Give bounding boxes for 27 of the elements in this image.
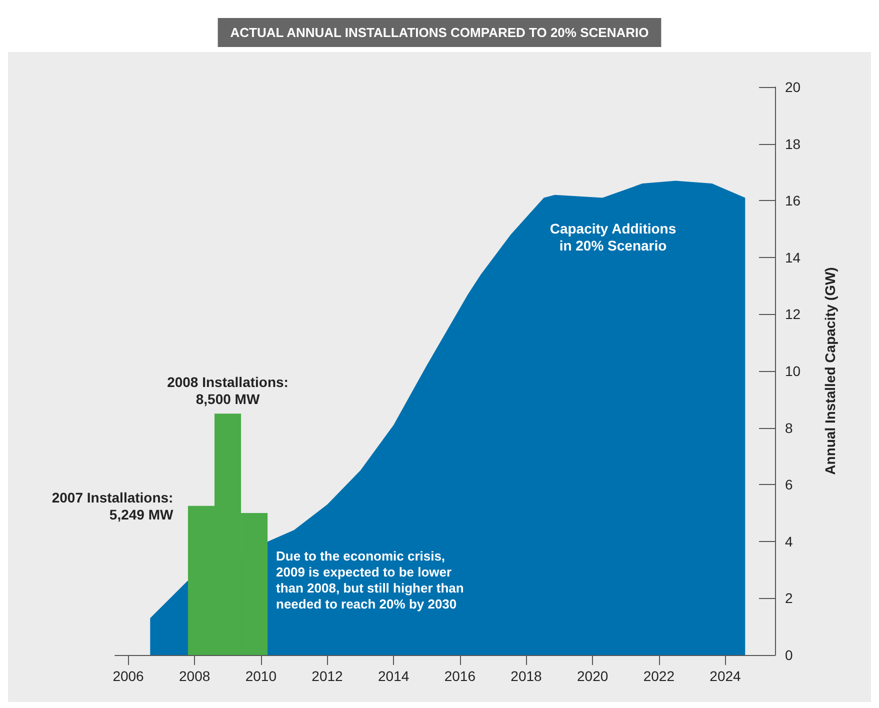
annotation: Due to the economic crisis, 2009 is expected to be lower than 2008, but still higher than needed to reach 20% by 2030 <box>276 548 464 612</box>
y-axis-title: Annual Installed Capacity (GW) <box>822 267 838 475</box>
y-tick-label: 14 <box>785 249 801 266</box>
annotation: 2007 Installations: 5,249 MW <box>52 489 174 522</box>
y-tick-label: 0 <box>785 647 793 663</box>
y-tick-label: 10 <box>785 363 801 379</box>
x-tick-label: 2012 <box>312 668 344 684</box>
x-tick-label: 2014 <box>378 668 410 684</box>
y-tick-label: 2 <box>785 590 793 606</box>
chart-title: ACTUAL ANNUAL INSTALLATIONS COMPARED TO 20% SCENARIO <box>230 25 649 40</box>
annotation: Capacity Additions in 20% Scenario <box>550 220 676 254</box>
x-tick-label: 2010 <box>245 668 277 684</box>
y-tick-label: 4 <box>785 533 793 550</box>
y-tick-label: 12 <box>785 306 801 322</box>
y-tick-label: 8 <box>785 420 793 436</box>
x-tick-label: 2018 <box>510 668 542 684</box>
x-tick-label: 2020 <box>577 668 608 684</box>
x-tick-label: 2006 <box>112 668 144 684</box>
x-tick-label: 2022 <box>643 668 675 684</box>
x-tick-label: 2016 <box>444 668 476 684</box>
y-tick-label: 6 <box>785 476 793 493</box>
x-tick-label: 2008 <box>179 668 210 684</box>
y-tick-label: 18 <box>785 136 801 152</box>
y-tick-label: 16 <box>785 192 801 209</box>
annotation: 2008 Installations: 8,500 MW <box>167 374 288 408</box>
x-tick-label: 2024 <box>710 668 742 684</box>
y-tick-label: 20 <box>785 79 801 95</box>
